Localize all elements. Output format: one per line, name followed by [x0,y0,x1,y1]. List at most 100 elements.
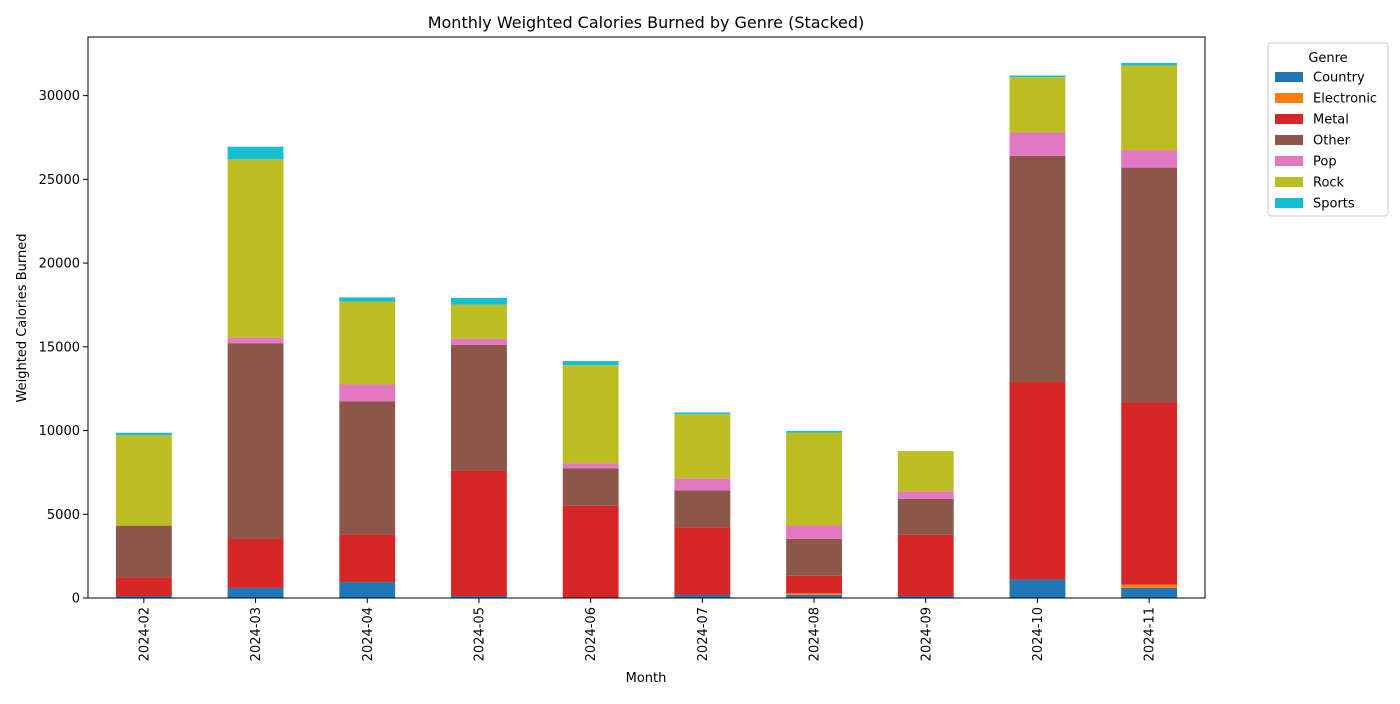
y-tick-label: 5000 [47,508,80,523]
y-tick-label: 25000 [39,173,80,188]
chart-title: Monthly Weighted Calories Burned by Genr… [428,13,865,32]
legend-items: Country Electronic Metal Other Pop Rock Sports [1275,71,1377,212]
legend-label-electronic: Electronic [1313,92,1377,107]
plot-frame [87,36,1206,599]
bar-segment-sports-2024-03 [227,146,284,160]
y-tick-label: 10000 [39,424,80,439]
bar-segment-sports-2024-04 [339,297,396,302]
x-tick-label: 2024-03 [249,607,264,661]
bar-segment-metal-2024-02 [115,577,172,596]
legend-label-country: Country [1313,71,1365,86]
bar-segment-rock-2024-05 [451,304,507,339]
bar-segment-other-2024-02 [115,525,172,578]
legend-label-rock: Rock [1313,176,1345,191]
bar-segment-rock-2024-06 [562,365,619,464]
y-tick-label: 30000 [39,89,80,104]
bar-segment-rock-2024-11 [1121,65,1178,151]
bar-segment-rock-2024-10 [1009,77,1066,133]
bar-segment-pop-2024-11 [1121,150,1178,168]
bar-segment-rock-2024-03 [227,159,284,338]
bar-segment-sports-2024-10 [1009,75,1066,78]
bar-segment-other-2024-07 [674,490,731,528]
legend-label-pop: Pop [1313,155,1337,170]
legend-swatch-other [1275,135,1303,145]
bar-segment-metal-2024-03 [227,538,284,588]
legend-title: Genre [1308,51,1347,66]
x-tick-label: 2024-08 [808,607,823,661]
y-tick-label: 20000 [39,257,80,272]
bar-segment-pop-2024-04 [339,384,396,402]
bar-segment-pop-2024-03 [227,337,284,344]
bar-segment-other-2024-10 [1009,155,1066,382]
bar-segment-metal-2024-05 [451,470,507,596]
bar-segment-rock-2024-04 [339,301,396,385]
bar-segment-sports-2024-07 [674,412,731,415]
x-tick-label: 2024-04 [361,607,376,661]
x-tick-label: 2024-09 [919,607,934,661]
bar-segment-pop-2024-06 [562,463,619,469]
bar-segment-rock-2024-08 [786,432,842,526]
legend-label-metal: Metal [1313,113,1349,128]
bar-segment-metal-2024-04 [339,534,396,583]
bar-segment-rock-2024-07 [674,414,731,479]
bar-segment-metal-2024-09 [897,534,954,596]
legend-swatch-metal [1275,114,1303,124]
x-axis-title: Month [626,671,667,686]
bar-segment-other-2024-03 [227,343,284,539]
x-tick-label: 2024-10 [1031,607,1046,661]
y-tick-label: 15000 [39,340,80,355]
bar-segment-other-2024-08 [786,538,842,576]
bar-segment-country-2024-08 [786,594,842,598]
bar-segment-rock-2024-09 [897,451,954,492]
bar-segment-country-2024-09 [897,595,954,598]
legend-swatch-pop [1275,156,1303,166]
legend-swatch-rock [1275,177,1303,187]
y-axis-title: Weighted Calories Burned [15,234,30,403]
legend-swatch-sports [1275,198,1303,208]
bar-segment-country-2024-10 [1009,579,1066,598]
legend-label-other: Other [1313,134,1351,149]
bar-segment-other-2024-04 [339,401,396,535]
bar-segment-sports-2024-08 [786,430,842,433]
bar-segment-sports-2024-11 [1121,62,1178,66]
bar-segment-pop-2024-08 [786,525,842,539]
x-tick-label: 2024-07 [696,607,711,661]
bars-group [115,62,1178,598]
y-axis: 0 5000 10000 15000 20000 25000 30000 [39,89,88,607]
bar-segment-country-2024-04 [339,582,396,598]
bar-segment-country-2024-02 [115,595,172,598]
x-tick-label: 2024-06 [584,607,599,661]
bar-segment-metal-2024-10 [1009,381,1066,580]
bar-segment-electronic-2024-08 [786,593,842,595]
legend-swatch-electronic [1275,93,1303,103]
bar-segment-sports-2024-02 [115,432,172,436]
x-axis: 2024-02 2024-03 2024-04 2024-05 2024-06 2024-… [137,598,1158,661]
bar-segment-metal-2024-06 [562,505,619,598]
legend-swatch-country [1275,72,1303,82]
bar-segment-pop-2024-05 [451,338,507,345]
legend: Genre Country Electronic Metal Other Pop Rock… [1267,42,1389,217]
legend-label-sports: Sports [1313,197,1355,212]
bar-segment-sports-2024-06 [562,361,619,366]
bar-segment-other-2024-06 [562,468,619,506]
bar-segment-country-2024-05 [451,595,507,598]
bar-segment-country-2024-03 [227,587,284,598]
bar-segment-metal-2024-07 [674,527,731,595]
bar-segment-rock-2024-02 [115,435,172,526]
bar-segment-other-2024-09 [897,498,954,535]
bar-segment-metal-2024-11 [1121,402,1178,585]
x-tick-label: 2024-02 [137,607,152,661]
bar-segment-metal-2024-08 [786,575,842,594]
bar-segment-other-2024-05 [451,344,507,471]
bar-segment-pop-2024-10 [1009,132,1066,156]
legend-frame [1267,42,1389,217]
bar-segment-sports-2024-05 [451,297,507,305]
x-tick-label: 2024-05 [472,607,487,661]
x-tick-label: 2024-11 [1143,607,1158,661]
bar-segment-country-2024-07 [674,594,731,598]
bar-segment-pop-2024-09 [897,491,954,499]
bar-segment-country-2024-11 [1121,587,1178,598]
bar-segment-other-2024-11 [1121,167,1178,403]
